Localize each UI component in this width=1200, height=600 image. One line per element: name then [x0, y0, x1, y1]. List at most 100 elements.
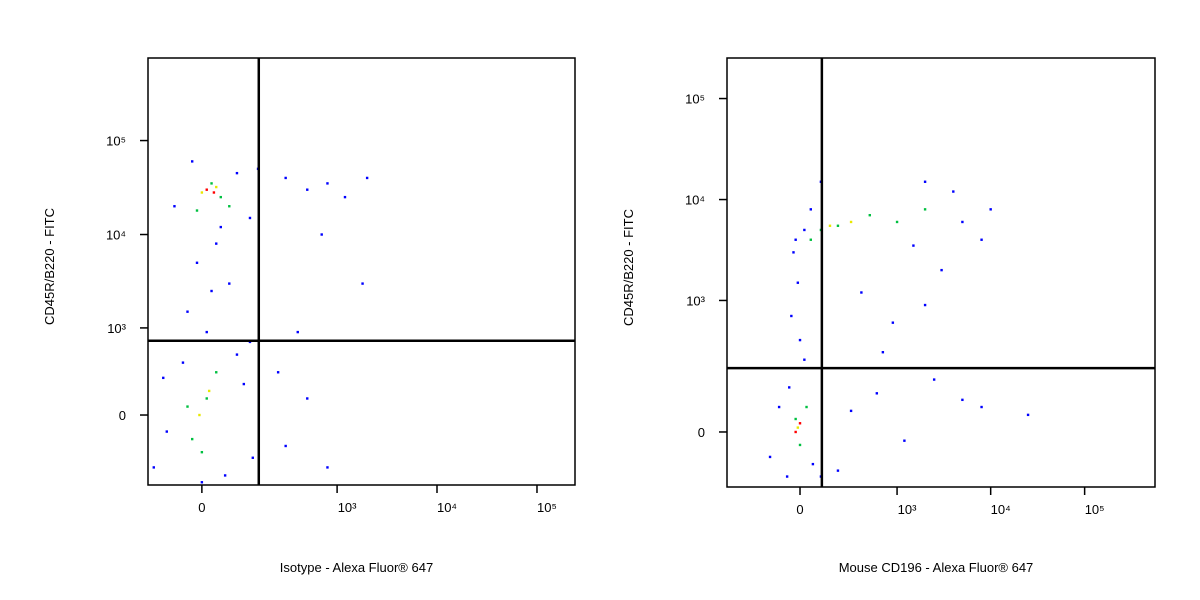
event-dot — [248, 216, 252, 220]
x-tick-label: 10⁴ — [437, 500, 457, 515]
x-tick-label: 10⁵ — [537, 500, 557, 515]
event-dot — [219, 195, 222, 199]
event-dot — [989, 208, 992, 211]
event-dot — [794, 417, 797, 421]
event-dot — [875, 392, 879, 395]
event-dot — [796, 281, 800, 284]
event-dot — [849, 220, 853, 224]
event-dot — [219, 225, 222, 229]
event-dot — [162, 376, 165, 380]
x-tick-label: 10⁴ — [991, 502, 1011, 517]
event-dot — [207, 389, 211, 393]
event-dot — [210, 182, 213, 185]
event-dot — [235, 171, 239, 175]
y-tick-label: 0 — [119, 408, 126, 423]
plot-frame — [147, 57, 576, 486]
event-dot — [200, 450, 204, 454]
event-dot — [860, 291, 863, 294]
event-dot — [195, 209, 199, 212]
event-dot — [326, 466, 329, 469]
event-dot — [923, 180, 927, 183]
event-dot — [868, 213, 871, 217]
points — [768, 180, 1030, 478]
event-dot — [320, 233, 323, 236]
event-dot — [798, 338, 802, 342]
event-dot — [794, 238, 797, 241]
y-axis-label: CD45R/B220 - FITC — [42, 208, 57, 325]
event-dot — [205, 397, 208, 400]
event-dot — [1026, 413, 1030, 417]
event-dot — [932, 378, 936, 381]
y-tick-label: 10⁴ — [685, 193, 705, 208]
event-dot — [940, 268, 943, 272]
event-dot — [306, 188, 309, 191]
event-dot — [276, 371, 280, 374]
event-dot — [798, 443, 802, 447]
event-dot — [242, 382, 246, 386]
event-dot — [195, 261, 199, 264]
event-dot — [212, 191, 216, 194]
event-dot — [190, 160, 194, 163]
event-dot — [881, 351, 885, 354]
y-axis-label: CD45R/B220 - FITC — [621, 209, 636, 326]
event-dot — [296, 330, 299, 334]
event-dot — [980, 238, 983, 241]
event-dot — [803, 358, 806, 361]
event-dot — [228, 205, 231, 208]
y-tick-label: 10³ — [107, 321, 126, 336]
event-dot — [306, 397, 309, 400]
event-dot — [365, 176, 369, 180]
event-dot — [361, 282, 364, 285]
x-tick-label: 0 — [198, 500, 205, 515]
plot-frame — [726, 57, 1156, 488]
event-dot — [805, 405, 808, 409]
points — [152, 160, 369, 484]
event-dot — [343, 195, 347, 199]
event-dot — [811, 462, 815, 466]
event-dot — [284, 444, 287, 448]
event-dot — [790, 314, 793, 318]
event-dot — [923, 208, 927, 211]
event-dot — [792, 251, 795, 254]
event-dot — [952, 190, 955, 193]
event-dot — [235, 353, 239, 356]
event-dot — [215, 185, 218, 189]
event-dot — [186, 310, 189, 313]
y-tick-label: 10⁵ — [685, 92, 705, 107]
event-dot — [215, 371, 218, 374]
event-dot — [251, 456, 254, 459]
event-dot — [173, 205, 176, 208]
y-tick-label: 10³ — [686, 293, 705, 308]
event-dot — [828, 224, 832, 227]
event-dot — [181, 361, 185, 364]
event-dot — [284, 176, 287, 180]
event-dot — [836, 469, 840, 472]
event-dot — [200, 191, 204, 194]
event-dot — [152, 466, 155, 469]
event-dot — [836, 224, 840, 227]
event-dot — [210, 289, 213, 293]
x-tick-label: 10⁵ — [1085, 502, 1105, 517]
event-dot — [980, 405, 983, 409]
x-tick-label: 0 — [796, 502, 803, 517]
event-dot — [849, 409, 853, 413]
event-dot — [923, 303, 927, 307]
event-dot — [198, 413, 201, 417]
event-dot — [785, 475, 789, 478]
event-dot — [768, 455, 772, 459]
event-dot — [190, 437, 194, 441]
event-dot — [961, 220, 964, 224]
x-axis-label: Mouse CD196 - Alexa Fluor® 647 — [839, 560, 1034, 575]
y-tick-label: 10⁵ — [106, 134, 126, 149]
event-dot — [891, 321, 895, 324]
event-dot — [205, 330, 208, 334]
event-dot — [205, 188, 208, 191]
event-dot — [903, 439, 906, 442]
event-dot — [794, 430, 797, 434]
event-dot — [798, 422, 802, 425]
y-tick-label: 0 — [698, 425, 705, 440]
event-dot — [165, 430, 168, 433]
event-dot — [961, 398, 964, 402]
x-tick-label: 10³ — [898, 502, 917, 517]
